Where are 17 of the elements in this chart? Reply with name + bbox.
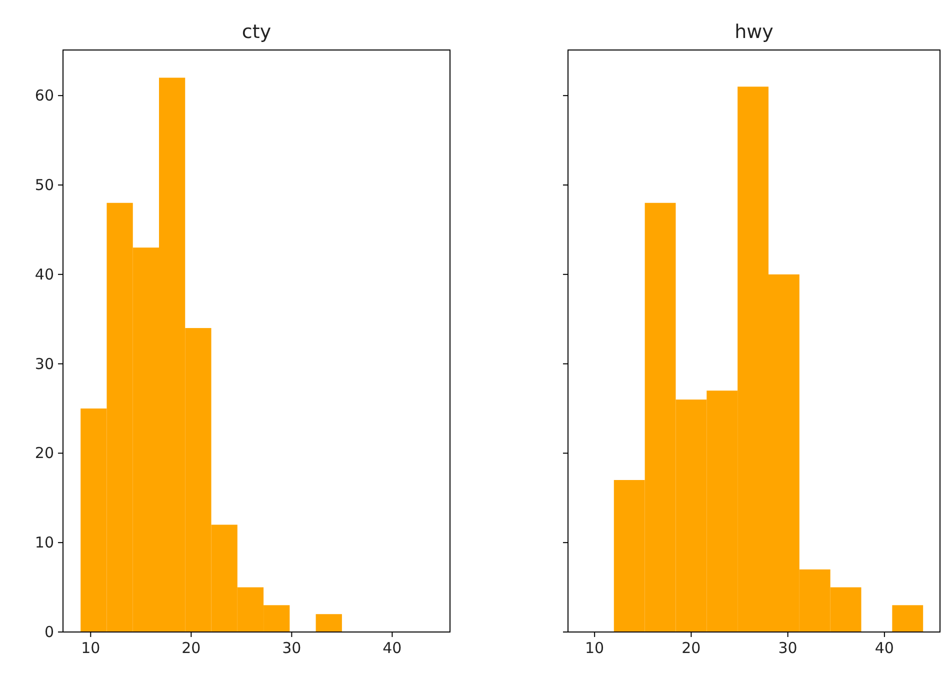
x-tick-label: 40: [382, 639, 402, 657]
y-tick-label: 20: [34, 444, 54, 462]
y-tick-label: 30: [34, 354, 54, 373]
y-tick-label: 60: [34, 86, 54, 105]
x-tick-label: 10: [585, 639, 604, 657]
x-tick-label: 30: [282, 639, 302, 657]
y-tick-label: 40: [34, 265, 54, 284]
chart-title: cty: [242, 21, 272, 43]
y-tick-label: 50: [34, 176, 54, 194]
x-tick-label: 30: [778, 639, 798, 657]
x-tick-label: 10: [81, 639, 100, 657]
x-tick-label: 40: [874, 639, 894, 657]
x-tick-label: 20: [682, 639, 701, 657]
y-tick-label: 0: [44, 623, 54, 641]
y-tick-label: 10: [34, 534, 54, 552]
x-tick-label: 20: [182, 639, 201, 657]
chart-title: hwy: [734, 21, 774, 43]
